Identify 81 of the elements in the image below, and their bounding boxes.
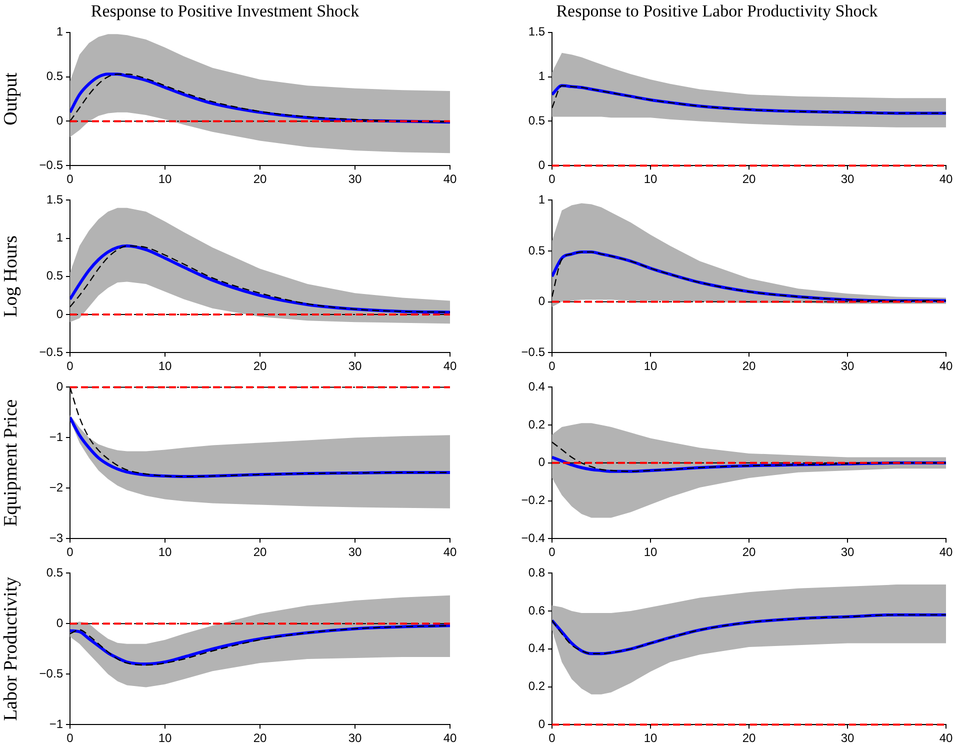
- y-tick-label: −3: [49, 530, 64, 545]
- y-tick-label: 0.8: [528, 566, 546, 580]
- y-tick-label: −1: [49, 430, 64, 444]
- x-tick-label: 0: [66, 545, 74, 560]
- y-tick-label: 0.2: [528, 679, 546, 694]
- x-tick-label: 20: [742, 172, 756, 186]
- y-tick-label: 0.5: [46, 268, 64, 283]
- x-tick-label: 40: [443, 731, 457, 746]
- x-tick-label: 30: [348, 545, 362, 560]
- y-tick-label: 1.5: [46, 192, 64, 207]
- y-tick-label: −0.5: [39, 344, 64, 359]
- y-tick-label: 0.5: [46, 566, 64, 580]
- x-tick-label: 30: [348, 172, 362, 186]
- y-tick-label: 0.5: [46, 69, 64, 84]
- x-tick-label: 0: [548, 545, 556, 560]
- y-tick-label: 0: [56, 380, 64, 394]
- x-tick-label: 10: [644, 172, 658, 186]
- y-tick-label: 1: [56, 230, 64, 245]
- y-tick-label: −1: [49, 716, 64, 731]
- x-tick-label: 20: [253, 731, 267, 746]
- y-tick-label: 0.4: [528, 641, 546, 656]
- y-tick-label: −0.5: [521, 344, 546, 359]
- y-tick-label: 0.6: [528, 603, 546, 618]
- x-tick-label: 10: [158, 359, 172, 374]
- y-tick-label: −0.5: [39, 158, 64, 172]
- x-tick-label: 40: [939, 359, 953, 374]
- x-tick-label: 10: [644, 545, 658, 560]
- y-tick-label: −0.5: [39, 666, 64, 680]
- y-tick-label: 1: [56, 24, 64, 39]
- chart-title: Response to Positive Investment Shock: [90, 2, 360, 21]
- x-tick-label: 20: [742, 359, 756, 374]
- y-tick-label: 0.5: [528, 243, 546, 258]
- x-tick-label: 0: [66, 731, 74, 746]
- x-tick-label: 20: [742, 545, 756, 560]
- y-tick-label: 0.5: [528, 114, 546, 128]
- y-tick-label: 0: [56, 114, 64, 128]
- y-tick-label: 0: [538, 455, 546, 470]
- y-tick-label: 0: [538, 158, 546, 172]
- y-tick-label: −0.4: [521, 530, 546, 545]
- y-tick-label: 0: [56, 306, 64, 321]
- y-tick-label: 1: [538, 69, 546, 84]
- x-tick-label: 20: [253, 359, 267, 374]
- x-tick-label: 40: [939, 731, 953, 746]
- x-tick-label: 0: [548, 731, 556, 746]
- y-tick-label: 0.4: [528, 380, 546, 394]
- y-tick-label: −0.2: [521, 493, 546, 508]
- x-tick-label: 40: [443, 172, 457, 186]
- x-tick-label: 40: [443, 545, 457, 560]
- x-tick-label: 30: [840, 731, 854, 746]
- y-tick-label: −2: [49, 480, 64, 494]
- x-tick-label: 30: [840, 172, 854, 186]
- x-tick-label: 30: [840, 545, 854, 560]
- x-tick-label: 30: [348, 731, 362, 746]
- y-tick-label: 1: [538, 192, 546, 207]
- chart-title: Response to Positive Labor Productivity Shock: [556, 2, 878, 21]
- x-tick-label: 0: [66, 359, 74, 374]
- y-tick-label: 1.5: [528, 24, 546, 39]
- y-tick-label: 0.2: [528, 417, 546, 432]
- y-axis-title: Equipment Price: [0, 399, 22, 526]
- y-tick-label: 0: [538, 294, 546, 308]
- x-tick-label: 10: [644, 359, 658, 374]
- x-tick-label: 30: [840, 359, 854, 374]
- x-tick-label: 40: [443, 359, 457, 374]
- x-tick-label: 10: [158, 172, 172, 186]
- x-tick-label: 0: [548, 172, 556, 186]
- y-tick-label: 0: [538, 716, 546, 731]
- x-tick-label: 0: [548, 359, 556, 374]
- x-tick-label: 10: [158, 731, 172, 746]
- x-tick-label: 20: [742, 731, 756, 746]
- x-tick-label: 20: [253, 545, 267, 560]
- y-axis-title: Labor Productivity: [0, 576, 22, 721]
- x-tick-label: 40: [939, 172, 953, 186]
- x-tick-label: 10: [644, 731, 658, 746]
- x-tick-label: 30: [348, 359, 362, 374]
- y-axis-title: Log Hours: [0, 235, 22, 318]
- x-tick-label: 20: [253, 172, 267, 186]
- y-axis-title: Output: [0, 72, 22, 126]
- y-tick-label: 0: [56, 616, 64, 630]
- x-tick-label: 0: [66, 172, 74, 186]
- x-tick-label: 10: [158, 545, 172, 560]
- x-tick-label: 40: [939, 545, 953, 560]
